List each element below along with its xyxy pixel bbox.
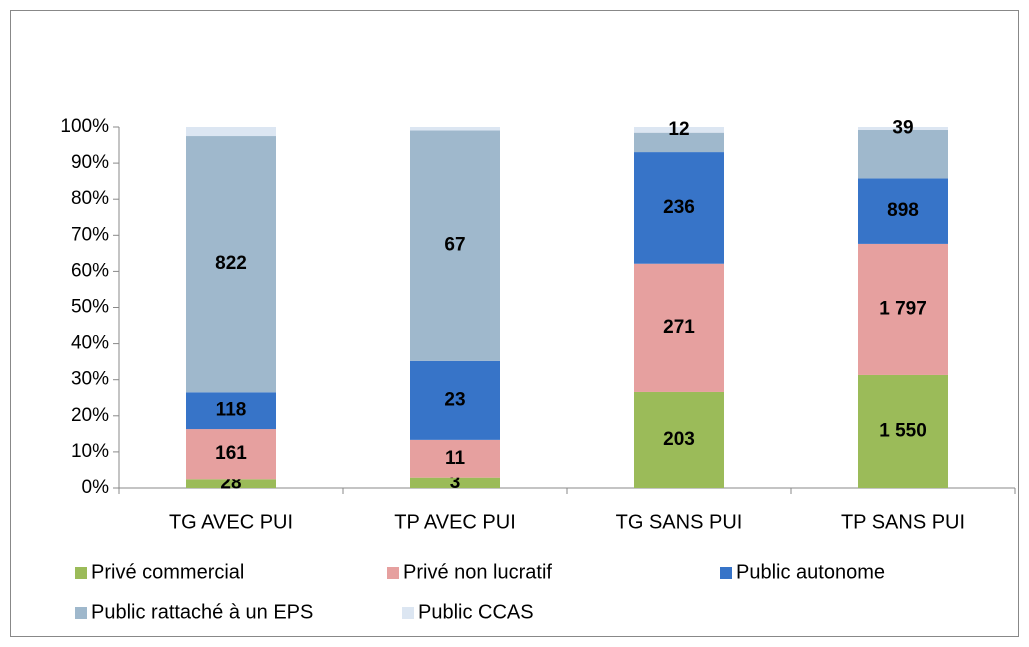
bar-segment xyxy=(410,360,500,440)
data-label: 161 xyxy=(215,443,247,464)
bar-segment xyxy=(634,127,724,133)
data-label: 11 xyxy=(445,448,466,469)
data-label: 271 xyxy=(663,317,695,338)
y-tick-label: 70% xyxy=(71,224,109,245)
bar-segment xyxy=(186,127,276,137)
legend-label: Public CCAS xyxy=(418,601,534,623)
y-tick-label: 80% xyxy=(71,188,109,209)
legend-swatch xyxy=(720,567,732,579)
y-tick-label: 60% xyxy=(71,260,109,281)
bar-segment xyxy=(858,178,948,244)
bar-segment xyxy=(634,263,724,392)
bar-segment xyxy=(858,243,948,375)
bar-segment xyxy=(410,439,500,478)
bar-segment xyxy=(410,477,500,488)
legend-swatch xyxy=(402,607,414,619)
data-label: 236 xyxy=(663,197,695,218)
bar-segment xyxy=(858,129,948,179)
y-tick-label: 0% xyxy=(82,477,110,498)
data-label: 3 xyxy=(450,472,461,493)
legend-swatch xyxy=(75,607,87,619)
data-label: 118 xyxy=(216,400,247,421)
bar-segment xyxy=(410,127,500,131)
data-label: 898 xyxy=(887,200,919,221)
y-tick-label: 100% xyxy=(60,116,109,137)
y-tick-label: 50% xyxy=(71,297,109,318)
x-tick-label: TP AVEC PUI xyxy=(394,511,516,533)
bar-segment xyxy=(858,374,948,488)
y-tick-label: 30% xyxy=(71,369,109,390)
y-tick-label: 10% xyxy=(71,441,109,462)
bar-segment xyxy=(410,130,500,361)
x-tick-label: TP SANS PUI xyxy=(841,511,965,533)
data-label: 39 xyxy=(892,117,913,138)
bar-segment xyxy=(634,152,724,264)
legend-label: Public autonome xyxy=(736,561,885,583)
data-label: 203 xyxy=(663,429,695,450)
legend-swatch xyxy=(387,567,399,579)
bar-segment xyxy=(186,479,276,488)
bar-segment xyxy=(634,132,724,153)
y-tick-label: 90% xyxy=(71,152,109,173)
bar-segment xyxy=(186,136,276,393)
legend-label: Public rattaché à un EPS xyxy=(91,601,313,623)
data-label: 1 797 xyxy=(879,298,927,319)
y-tick-label: 40% xyxy=(71,333,109,354)
data-label: 12 xyxy=(668,119,689,140)
bar-segment xyxy=(858,127,948,130)
legend-label: Privé non lucratif xyxy=(403,561,552,583)
legend-swatch xyxy=(75,567,87,579)
y-tick-label: 20% xyxy=(71,405,109,426)
data-label: 1 550 xyxy=(879,420,927,441)
chart-frame xyxy=(10,10,1019,637)
bar-segment xyxy=(186,392,276,430)
x-tick-label: TG AVEC PUI xyxy=(169,511,293,533)
legend-label: Privé commercial xyxy=(91,561,244,583)
bar-segment xyxy=(186,429,276,480)
bar-segment xyxy=(634,391,724,488)
data-label: 822 xyxy=(215,253,247,274)
x-tick-label: TG SANS PUI xyxy=(616,511,743,533)
data-label: 67 xyxy=(444,235,465,256)
data-label: 23 xyxy=(444,389,465,410)
